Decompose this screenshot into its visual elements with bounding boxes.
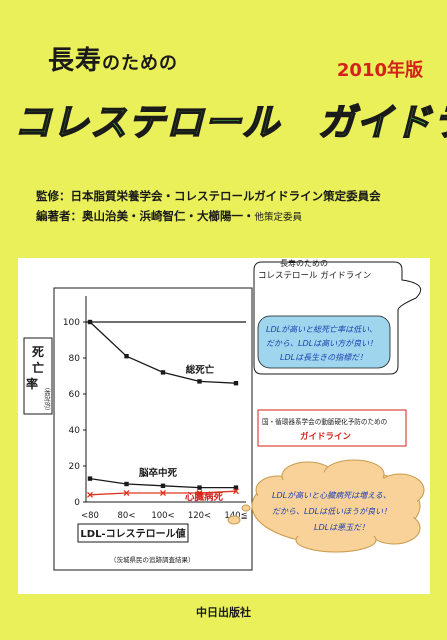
data-point [87, 491, 93, 498]
point-stroke [196, 490, 203, 496]
xlabel: LDL-コレステロール値 [80, 527, 185, 540]
point-stroke [233, 488, 239, 495]
series-label: 脳卒中死 [138, 467, 178, 479]
y-tick-label: 0 [74, 498, 80, 508]
data-point [233, 488, 239, 495]
top-bubble-title-2: コレステロール ガイドライン [258, 270, 371, 281]
cloud-text-3: LDLは悪玉だ！ [314, 523, 369, 532]
guideline-title-2: ガイドライン [300, 431, 352, 442]
point-stroke [160, 490, 166, 496]
publisher-name: 中日出版社 [196, 606, 251, 619]
supervision-line: 監修：日本脂質栄養学会・コレステロールガイドライン策定委員会 [36, 189, 381, 203]
data-point [197, 379, 202, 384]
top-bubble-text-3: LDLは長生きの指標だ！ [280, 353, 367, 362]
title-suffix: のための [102, 53, 179, 74]
series-label: 総死亡 [186, 364, 215, 376]
series-label: 心臓病死 [185, 491, 224, 503]
x-tick-label: 80< [118, 511, 136, 521]
thought-cloud [227, 459, 425, 553]
edition-label: 2010年版 [336, 60, 423, 81]
chart-source: （茨城県民の追跡調査結果） [110, 555, 195, 564]
x-tick-label: <80 [81, 511, 99, 521]
editors-names: 編著者：奥山治美・浜崎智仁・大櫛陽一・ [36, 209, 255, 223]
data-point [123, 490, 130, 496]
y-tick-label: 100 [63, 318, 80, 328]
top-bubble-text-2: だから、LDLは高い方が良い！ [266, 339, 377, 348]
chart-panel: 死 亡 率 （相対的） 020406080100<8080<100<120<14… [18, 258, 430, 594]
ylabel-char-3: 率 [26, 376, 38, 391]
ylabel-box [23, 337, 53, 415]
ylabel-char-2: 亡 [32, 360, 44, 375]
top-bubble-inner [257, 315, 391, 369]
x-tick-label: 100< [151, 511, 174, 521]
top-bubble-text-1: LDLが高いと総死亡率は低い、 [266, 325, 377, 334]
data-point [233, 485, 239, 490]
chart-frame [53, 287, 253, 571]
editors-line: 編著者：奥山治美・浜崎智仁・大櫛陽一・他策定委員 [36, 206, 381, 228]
data-point [124, 481, 129, 487]
data-point [124, 354, 129, 359]
data-point [160, 483, 166, 488]
title-prefix-line: 長寿のための [48, 40, 178, 77]
title-prefix: 長寿 [48, 46, 103, 76]
guideline-box [257, 409, 407, 447]
cloud-text-1: LDLが高いと心臓病死は増える、 [272, 491, 391, 500]
editors-others: 他策定委員 [254, 212, 303, 223]
data-point [87, 476, 93, 481]
ylabel-char-1: 死 [32, 345, 44, 359]
guideline-title-1: 国・循環器系学会の動脈硬化予防のための [262, 417, 387, 426]
y-tick-label: 40 [69, 426, 81, 436]
data-point [87, 319, 93, 325]
cloud-text-2: だから、LDLは低いほうが良い！ [272, 507, 391, 516]
ylabel-note: （相対的） [43, 384, 51, 414]
point-stroke [123, 490, 130, 496]
y-tick-label: 80 [69, 354, 81, 364]
top-bubble-title-1: 長寿のための [280, 258, 328, 268]
y-tick-label: 20 [69, 462, 81, 472]
data-point [160, 370, 166, 375]
data-point [160, 490, 166, 496]
data-point [197, 485, 202, 490]
x-tick-label: 120< [188, 511, 211, 521]
data-point [196, 490, 203, 496]
y-tick-label: 60 [69, 390, 81, 400]
xlabel-box [77, 523, 189, 543]
chart-figure: 死 亡 率 （相対的） 020406080100<8080<100<120<14… [23, 258, 425, 571]
credits-block: 監修：日本脂質栄養学会・コレステロールガイドライン策定委員会 編著者：奥山治美・… [36, 186, 381, 228]
point-stroke [87, 491, 93, 498]
data-point [233, 381, 239, 386]
main-title: コレステロール ガイドライン [13, 100, 447, 145]
